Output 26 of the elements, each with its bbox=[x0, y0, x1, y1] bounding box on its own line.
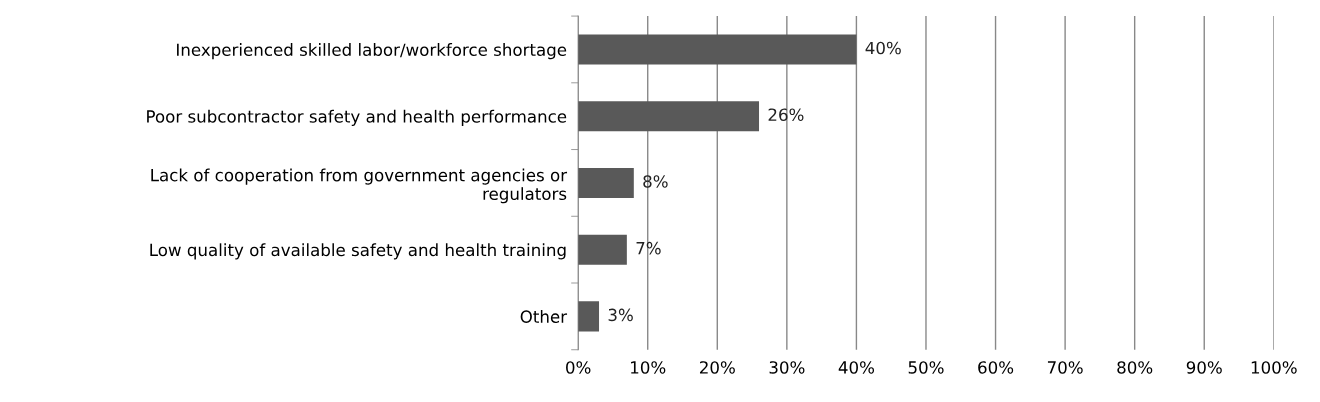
y-tick-label: Other bbox=[520, 310, 568, 323]
x-tick-label: 100% bbox=[1251, 361, 1297, 374]
y-tick-label: Poor subcontractor safety and health performance bbox=[147, 109, 567, 126]
data-label: 26% bbox=[768, 108, 804, 122]
x-tick-label: 70% bbox=[1047, 361, 1083, 374]
bar bbox=[578, 234, 627, 265]
bar bbox=[578, 167, 634, 198]
y-tick-label: Low quality of available safety and health training bbox=[150, 243, 566, 260]
y-tick-label: Inexperienced skilled labor/workforce shortage bbox=[177, 43, 567, 60]
data-label: 3% bbox=[608, 308, 633, 322]
x-tick-label: 50% bbox=[908, 361, 944, 374]
x-tick-label: 20% bbox=[699, 361, 735, 374]
bar bbox=[578, 301, 600, 332]
y-tick-label: Lack of cooperation from government agencies or regulators bbox=[151, 168, 568, 204]
x-tick-label: 80% bbox=[1117, 361, 1153, 374]
x-tick-label: 60% bbox=[978, 361, 1014, 374]
data-label: 7% bbox=[636, 241, 661, 255]
bar bbox=[578, 101, 760, 132]
data-label: 40% bbox=[865, 41, 901, 55]
x-tick-label: 90% bbox=[1186, 361, 1222, 374]
bar bbox=[578, 34, 857, 65]
data-label: 8% bbox=[643, 175, 668, 188]
x-tick-label: 40% bbox=[838, 361, 875, 374]
x-tick-label: 30% bbox=[769, 361, 805, 374]
x-tick-label: 0% bbox=[566, 361, 591, 374]
x-tick-label: 10% bbox=[631, 361, 666, 374]
